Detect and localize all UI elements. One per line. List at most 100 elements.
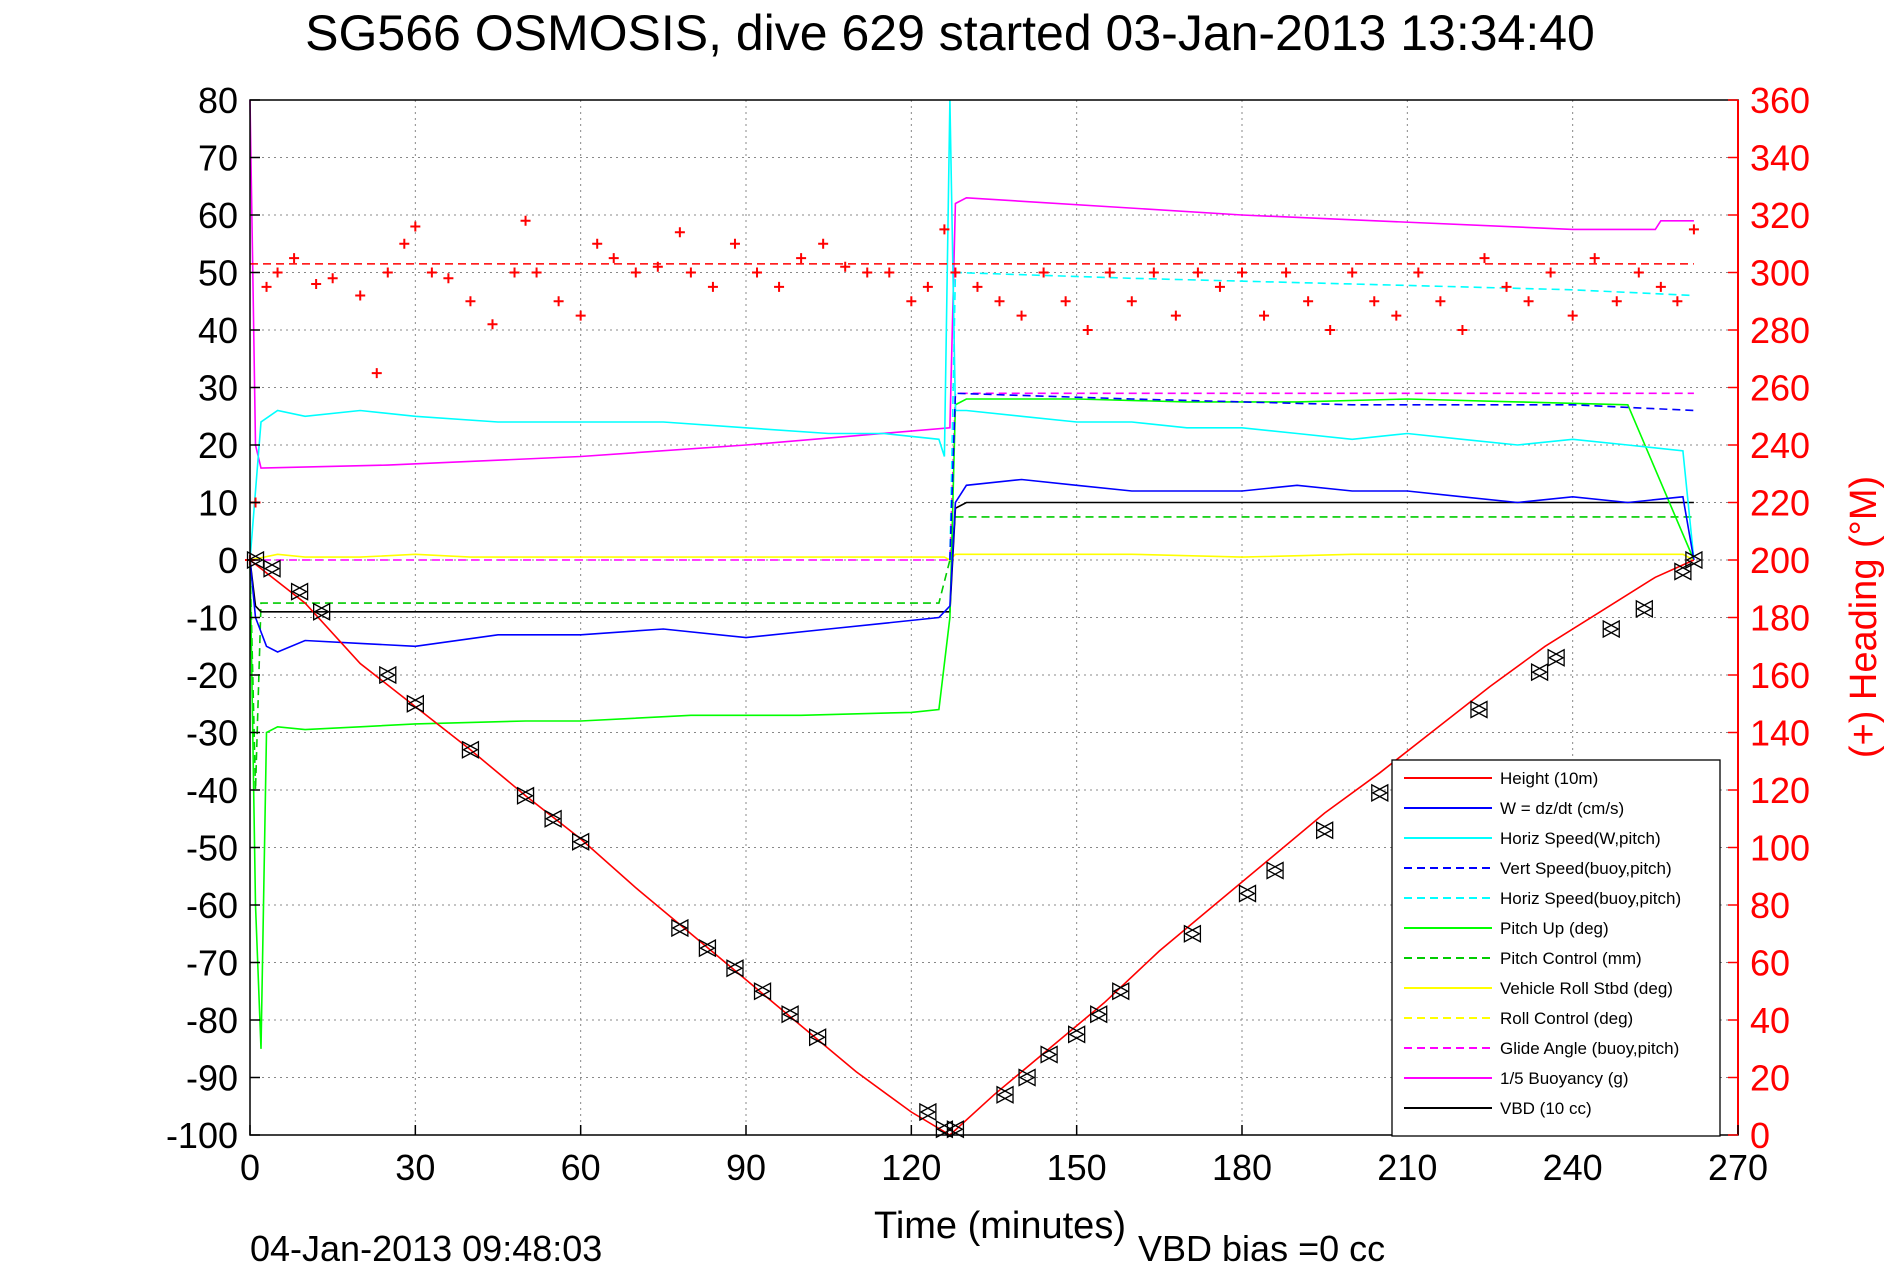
y-tick-label: -100 [166,1115,238,1156]
legend-label: Pitch Up (deg) [1500,919,1609,938]
heading-point [531,267,542,278]
depth-marker [1371,783,1389,802]
heading-point [1369,296,1380,307]
heading-point [426,267,437,278]
y-axis-right-ticks: 0 20 40 60 80 100 120 140 160 180 200 220 240 260 280 3… [1728,80,1810,1156]
heading-point [1237,267,1247,278]
y-right-tick-label: 340 [1750,138,1810,179]
heading-point [1391,310,1402,321]
heading-markers [245,215,1699,565]
heading-point [553,296,564,307]
heading-point [1501,281,1512,292]
heading-point [465,296,476,307]
heading-point [1082,325,1093,335]
heading-point [371,368,382,379]
legend-label: Glide Angle (buoy,pitch) [1500,1039,1679,1058]
depth-marker [1112,982,1130,1001]
grid-lines [250,100,1738,1135]
depth-marker [1674,562,1692,581]
series-line [249,99,1694,469]
depth-marker [462,740,480,759]
series-line [949,392,1694,561]
heading-point [1281,267,1292,278]
y-right-tick-label: 180 [1750,598,1810,639]
heading-point [1479,253,1490,264]
depth-marker [947,1120,965,1139]
series-line [249,553,1695,561]
y-axis-left-ticks: -100-90-80-70-60-50-40-30-20-10010203040… [166,80,260,1156]
legend-label: Vehicle Roll Stbd (deg) [1500,979,1673,998]
legend-label: 1/5 Buoyancy (g) [1500,1069,1629,1088]
y-tick-label: -40 [186,770,238,811]
y-axis-right-label: (+) Heading (°M) [1843,476,1885,758]
heading-point [1016,310,1027,321]
heading-point [1567,310,1578,321]
legend-label: Horiz Speed(W,pitch) [1500,829,1661,848]
depth-marker [809,1028,827,1047]
depth-marker [1685,550,1703,570]
depth-marker [1602,619,1620,639]
heading-point [1672,296,1683,307]
depth-marker [1316,821,1334,840]
x-tick-label: 30 [395,1147,435,1188]
heading-point [840,261,851,272]
footer-vbd-bias: VBD bias =0 cc [1138,1228,1386,1269]
y-right-tick-label: 40 [1750,1000,1790,1041]
series-line [249,478,1695,653]
heading-point [355,290,366,301]
heading-point [592,238,603,249]
heading-point [1523,296,1534,307]
y-tick-label: 50 [198,253,238,294]
series-lines [249,99,1695,1136]
x-tick-label: 60 [561,1147,601,1188]
depth-marker [517,786,535,805]
heading-point [1259,310,1270,321]
legend-label: Height (10m) [1500,769,1598,788]
depth-marker [379,665,397,685]
heading-point [752,267,763,278]
heading-point [443,273,454,284]
heading-point [410,221,421,232]
y-tick-label: -10 [186,598,238,639]
depth-marker [1068,1025,1086,1044]
depth-marker [1040,1045,1058,1064]
legend-label: Horiz Speed(buoy,pitch) [1500,889,1681,908]
heading-point [1325,325,1336,335]
heading-point [382,267,393,278]
y-right-tick-label: 120 [1750,770,1810,811]
footer-timestamp: 04-Jan-2013 09:48:03 [250,1228,603,1269]
y-right-tick-label: 140 [1750,713,1810,754]
y-tick-label: 0 [218,540,238,581]
y-right-tick-label: 200 [1750,540,1810,581]
heading-point [261,281,272,292]
y-tick-label: 30 [198,368,238,409]
depth-marker [754,982,772,1001]
heading-point [729,238,740,249]
y-tick-label: -60 [186,885,238,926]
depth-marker [1531,663,1549,682]
y-right-tick-label: 240 [1750,425,1810,466]
depth-marker [572,832,590,851]
depth-marker [1018,1068,1036,1087]
depth-marker [263,559,281,578]
y-tick-label: 70 [198,138,238,179]
heading-point [1655,281,1666,292]
heading-point [685,267,696,278]
heading-point [922,281,933,292]
depth-marker [919,1102,937,1122]
x-tick-label: 210 [1377,1147,1437,1188]
heading-point [1413,267,1424,278]
x-tick-label: 120 [881,1147,941,1188]
heading-point [972,281,983,292]
heading-point [1060,296,1071,307]
y-right-tick-label: 0 [1750,1115,1770,1156]
heading-point [608,253,619,264]
heading-point [1214,281,1225,292]
heading-point [1104,267,1115,278]
heading-point [1457,325,1468,335]
legend-label: VBD (10 cc) [1500,1099,1592,1118]
y-right-tick-label: 320 [1750,195,1810,236]
y-right-tick-label: 60 [1750,943,1790,984]
heading-point [1126,296,1137,307]
